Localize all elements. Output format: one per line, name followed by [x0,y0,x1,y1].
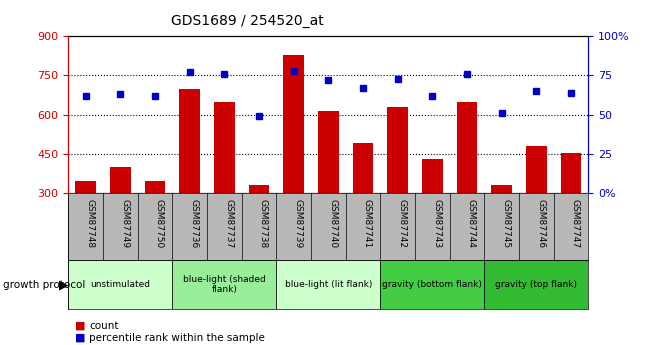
Text: gravity (bottom flank): gravity (bottom flank) [382,280,482,289]
Bar [283,55,304,193]
Text: GSM87737: GSM87737 [224,199,233,248]
Bar [422,159,443,193]
Bar [491,185,512,193]
Bar [352,144,373,193]
Text: GDS1689 / 254520_at: GDS1689 / 254520_at [170,14,324,28]
Text: GSM87743: GSM87743 [432,199,441,248]
Text: count: count [89,321,118,331]
Text: ■: ■ [75,321,85,331]
Bar [526,146,547,193]
Text: GSM87745: GSM87745 [502,199,511,248]
Text: GSM87746: GSM87746 [536,199,545,248]
Bar [179,89,200,193]
Text: GSM87741: GSM87741 [363,199,372,248]
Text: GSM87742: GSM87742 [398,199,407,248]
Bar [380,260,484,309]
Bar [248,185,269,193]
Text: growth protocol: growth protocol [3,280,86,289]
Text: GSM87736: GSM87736 [190,199,199,248]
Text: GSM87749: GSM87749 [120,199,129,248]
Text: GSM87747: GSM87747 [571,199,580,248]
Bar [68,260,172,309]
Text: blue-light (shaded
flank): blue-light (shaded flank) [183,275,266,294]
Bar [144,181,165,193]
Text: percentile rank within the sample: percentile rank within the sample [89,333,265,343]
Text: ▶: ▶ [58,278,68,291]
Bar [560,152,581,193]
Text: ■: ■ [75,333,85,343]
Text: unstimulated: unstimulated [90,280,150,289]
Text: blue-light (lit flank): blue-light (lit flank) [285,280,372,289]
Bar [387,107,408,193]
Bar [318,111,339,193]
Text: gravity (top flank): gravity (top flank) [495,280,577,289]
Text: GSM87744: GSM87744 [467,199,476,248]
Bar [75,181,96,193]
Bar [276,260,380,309]
Bar [484,260,588,309]
Text: GSM87750: GSM87750 [155,199,164,248]
Bar [172,260,276,309]
Text: GSM87748: GSM87748 [86,199,95,248]
Bar [456,102,477,193]
Bar [214,102,235,193]
Text: GSM87738: GSM87738 [259,199,268,248]
Bar [110,167,131,193]
Text: GSM87739: GSM87739 [294,199,303,248]
Text: GSM87740: GSM87740 [328,199,337,248]
